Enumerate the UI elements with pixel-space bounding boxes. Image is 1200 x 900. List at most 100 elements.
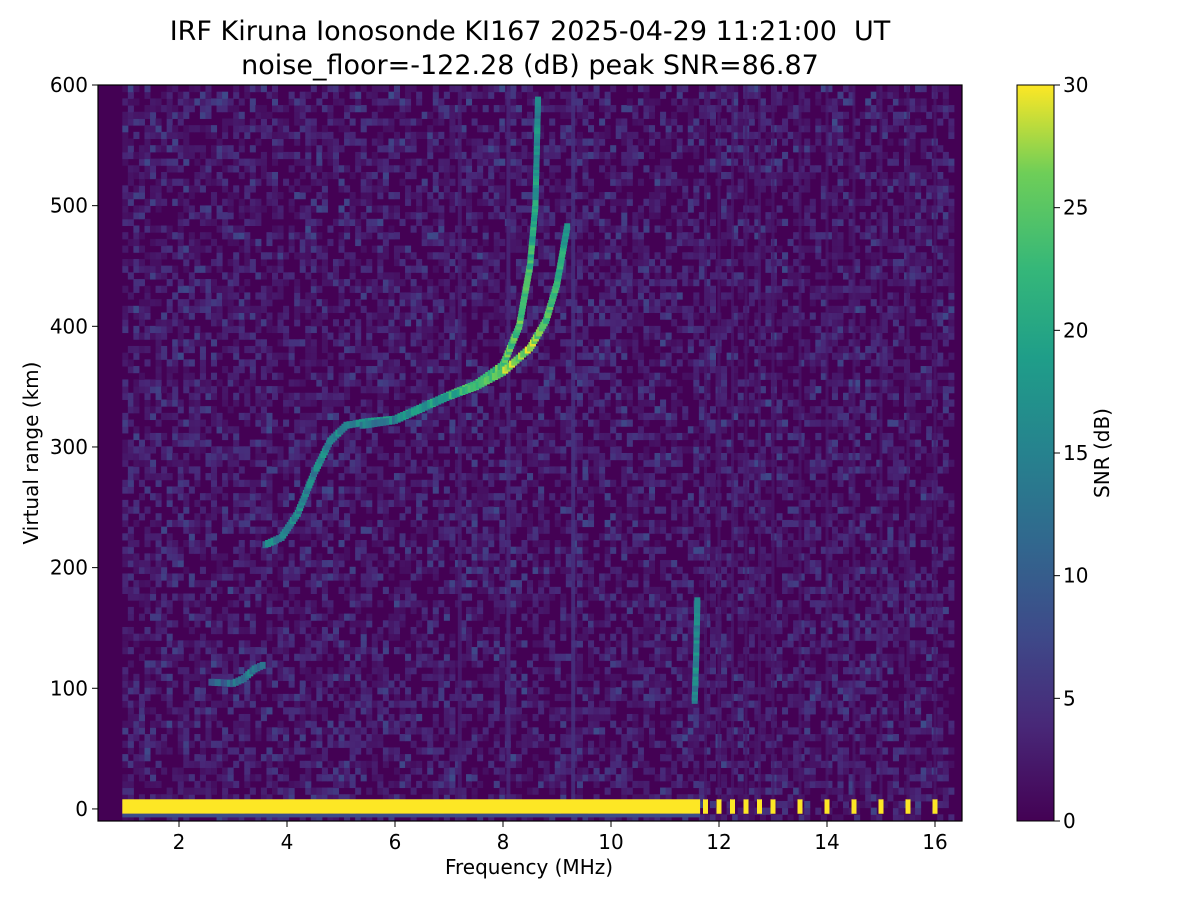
noise-cell (366, 707, 373, 715)
noise-cell (327, 546, 334, 554)
noise-cell (310, 352, 317, 360)
noise-cell (416, 332, 423, 340)
noise-cell (194, 539, 201, 548)
noise-cell (227, 258, 234, 267)
noise-cell (138, 459, 145, 467)
noise-cell (515, 412, 522, 421)
noise-cell (532, 439, 539, 447)
noise-cell (405, 453, 412, 461)
noise-cell (360, 700, 367, 708)
noise-cell (266, 754, 273, 762)
noise-cell (233, 439, 240, 447)
noise-cell (238, 205, 245, 213)
noise-cell (349, 265, 356, 273)
noise-cell (405, 118, 412, 126)
noise-cell (488, 720, 495, 728)
noise-cell (133, 352, 140, 360)
noise-cell (338, 713, 345, 722)
noise-cell (388, 205, 395, 213)
noise-cell (443, 352, 450, 360)
noise-cell (388, 620, 395, 628)
noise-cell (560, 292, 567, 300)
noise-cell (543, 453, 550, 461)
noise-cell (538, 760, 545, 768)
noise-cell (305, 392, 312, 400)
noise-cell (260, 707, 267, 715)
noise-cell (255, 212, 262, 220)
noise-cell (194, 98, 201, 106)
noise-cell (493, 265, 500, 273)
noise-cell (338, 359, 345, 367)
noise-cell (238, 720, 245, 728)
noise-cell (560, 432, 567, 441)
noise-cell (255, 446, 262, 454)
noise-cell (382, 687, 389, 695)
noise-cell (382, 787, 389, 795)
noise-cell (449, 312, 456, 320)
noise-cell (543, 332, 550, 340)
noise-cell (538, 185, 545, 193)
noise-cell (560, 593, 567, 601)
noise-cell (321, 774, 328, 782)
noise-cell (127, 747, 134, 755)
noise-cell (271, 459, 279, 467)
noise-cell (405, 426, 412, 434)
noise-cell (310, 198, 317, 206)
noise-cell (499, 653, 506, 661)
noise-cell (305, 272, 312, 280)
noise-cell (488, 586, 495, 595)
noise-cell (205, 613, 212, 621)
noise-cell (482, 386, 489, 394)
noise-cell (161, 145, 168, 153)
noise-cell (144, 647, 151, 655)
noise-cell (510, 727, 517, 735)
noise-cell (393, 406, 400, 414)
noise-cell (416, 566, 423, 574)
noise-cell (299, 245, 306, 253)
noise-cell (133, 754, 140, 762)
noise-cell (310, 118, 317, 126)
noise-cell (233, 479, 240, 487)
noise-cell (155, 493, 162, 501)
noise-cell (294, 419, 301, 427)
noise-cell (471, 145, 478, 153)
noise-cell (515, 580, 522, 588)
noise-cell (355, 667, 362, 675)
noise-cell (460, 339, 467, 347)
noise-cell (405, 386, 412, 394)
noise-cell (344, 252, 351, 260)
noise-cell (138, 754, 145, 762)
noise-cell (155, 419, 162, 427)
noise-cell (249, 439, 256, 447)
noise-cell (393, 647, 400, 655)
noise-cell (399, 620, 406, 628)
noise-cell (527, 359, 534, 367)
noise-cell (122, 687, 129, 695)
noise-cell (271, 225, 279, 233)
noise-cell (150, 593, 157, 601)
noise-cell (399, 493, 406, 501)
noise-cell (499, 459, 506, 467)
noise-cell (199, 680, 206, 688)
noise-cell (366, 814, 373, 821)
noise-cell (127, 171, 134, 180)
noise-cell (260, 85, 267, 93)
noise-cell (205, 158, 212, 166)
noise-cell (549, 171, 556, 180)
noise-cell (155, 178, 162, 186)
noise-cell (527, 198, 534, 206)
noise-cell (576, 727, 583, 735)
noise-cell (416, 258, 423, 267)
noise-cell (338, 473, 345, 481)
noise-cell (227, 780, 234, 789)
noise-cell (471, 546, 478, 554)
noise-cell (332, 392, 340, 400)
noise-cell (349, 466, 356, 474)
noise-cell (327, 138, 334, 146)
noise-cell (460, 693, 467, 702)
noise-cell (560, 767, 567, 775)
noise-cell (283, 466, 290, 474)
noise-cell (416, 513, 423, 521)
noise-cell (355, 760, 362, 768)
noise-cell (199, 245, 206, 253)
